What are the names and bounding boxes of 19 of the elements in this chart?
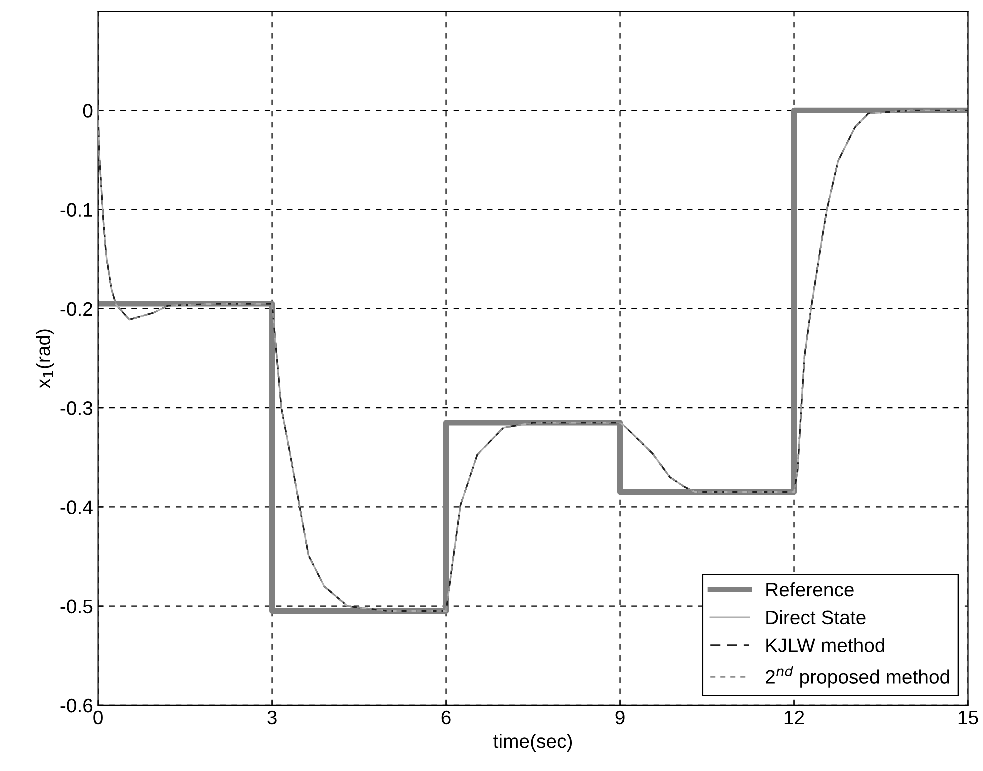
legend-label: Direct State <box>766 610 866 625</box>
y-tick-label: -0.6 <box>60 698 93 713</box>
y-tick-label: -0.4 <box>60 500 93 514</box>
legend-label: Reference <box>766 582 854 597</box>
y-tick-label: -0.2 <box>60 302 92 316</box>
y-tick-label: 0 <box>83 104 93 118</box>
x-tick-label: 15 <box>958 711 978 725</box>
y-axis-title: x$_{1}$(rad) <box>36 330 54 388</box>
legend-label: 2$^{nd}$ proposed method <box>766 666 950 688</box>
x-tick-label: 12 <box>784 710 804 724</box>
x-tick-label: 3 <box>268 710 277 725</box>
y-tick-label: -0.5 <box>60 600 93 614</box>
x-axis-title: time(sec) <box>494 734 572 752</box>
x-tick-label: 6 <box>442 710 451 725</box>
legend-label: KJLW method <box>766 638 884 652</box>
y-tick-label: -0.3 <box>60 402 93 416</box>
y-tick-label: -0.1 <box>60 203 92 218</box>
x-tick-label: 0 <box>94 710 103 725</box>
x-tick-label: 9 <box>616 710 625 725</box>
